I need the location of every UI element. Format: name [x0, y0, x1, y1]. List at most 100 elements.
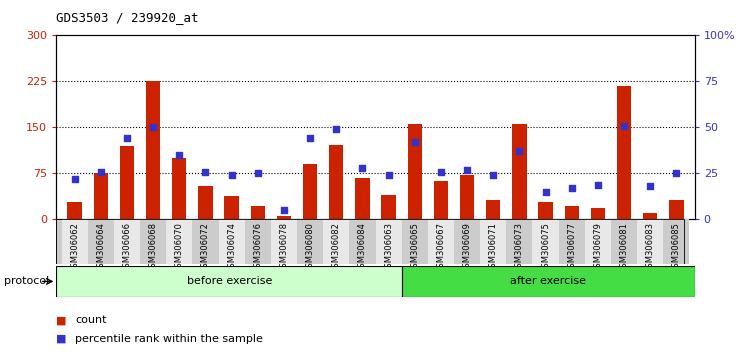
Text: GSM306066: GSM306066 [122, 222, 131, 273]
Bar [303, 164, 317, 219]
Point [514, 149, 526, 154]
Bar [643, 213, 657, 219]
Text: GSM306072: GSM306072 [201, 222, 210, 273]
Text: GSM306071: GSM306071 [489, 222, 498, 273]
Point [147, 125, 159, 130]
Text: GSM306063: GSM306063 [384, 222, 393, 273]
Bar [323, 219, 349, 264]
Bar [663, 219, 689, 264]
Text: GSM306065: GSM306065 [410, 222, 419, 273]
Bar [146, 81, 160, 219]
Bar [251, 206, 265, 219]
Point [644, 183, 656, 189]
Text: GSM306068: GSM306068 [149, 222, 158, 273]
Point [173, 152, 185, 158]
Bar [219, 219, 245, 264]
Point [121, 136, 133, 141]
Text: GSM306081: GSM306081 [620, 222, 629, 273]
Bar [559, 219, 585, 264]
Bar [94, 173, 108, 219]
Point [304, 136, 316, 141]
Bar [68, 202, 82, 219]
Text: GSM306077: GSM306077 [567, 222, 576, 273]
Text: after exercise: after exercise [511, 276, 587, 286]
Bar [486, 200, 500, 219]
Text: protocol: protocol [4, 276, 49, 286]
Bar [140, 219, 166, 264]
Bar [172, 158, 186, 219]
Point [487, 172, 499, 178]
Bar [329, 145, 343, 219]
Bar [565, 206, 579, 219]
Text: GSM306074: GSM306074 [227, 222, 236, 273]
Point [225, 172, 237, 178]
Text: GSM306076: GSM306076 [253, 222, 262, 273]
Bar [532, 219, 559, 264]
Point [68, 176, 80, 182]
Bar [62, 219, 88, 264]
Text: GSM306083: GSM306083 [646, 222, 655, 273]
Bar [56, 266, 402, 297]
Point [409, 139, 421, 145]
Text: ■: ■ [56, 334, 67, 344]
Point [330, 126, 342, 132]
Point [357, 165, 369, 171]
Bar [669, 200, 683, 219]
Point [566, 185, 578, 191]
Bar [382, 195, 396, 219]
Text: GSM306075: GSM306075 [541, 222, 550, 273]
Bar [408, 124, 422, 219]
Text: GDS3503 / 239920_at: GDS3503 / 239920_at [56, 11, 199, 24]
Point [461, 167, 473, 173]
Bar [355, 178, 369, 219]
Text: ■: ■ [56, 315, 67, 325]
Bar [428, 219, 454, 264]
Bar [591, 209, 605, 219]
Bar [88, 219, 114, 264]
Bar [460, 175, 475, 219]
Bar [276, 216, 291, 219]
Point [618, 123, 630, 129]
Bar [480, 219, 506, 264]
Bar [297, 219, 323, 264]
Bar [119, 146, 134, 219]
Point [592, 182, 604, 187]
Text: GSM306062: GSM306062 [70, 222, 79, 273]
Bar [454, 219, 480, 264]
Point [200, 169, 212, 175]
Bar [434, 182, 448, 219]
Bar [506, 219, 532, 264]
Point [95, 169, 107, 175]
Bar [402, 219, 428, 264]
Bar [617, 86, 632, 219]
Text: GSM306070: GSM306070 [175, 222, 184, 273]
Text: GSM306080: GSM306080 [306, 222, 315, 273]
Bar [245, 219, 271, 264]
Point [278, 207, 290, 213]
Text: count: count [75, 315, 107, 325]
Text: GSM306069: GSM306069 [463, 222, 472, 273]
Text: GSM306084: GSM306084 [358, 222, 367, 273]
Bar [538, 202, 553, 219]
Bar [166, 219, 192, 264]
Bar [192, 219, 219, 264]
Text: GSM306064: GSM306064 [96, 222, 105, 273]
Point [671, 171, 683, 176]
Bar [349, 219, 376, 264]
Text: percentile rank within the sample: percentile rank within the sample [75, 334, 263, 344]
Point [252, 171, 264, 176]
Text: GSM306082: GSM306082 [332, 222, 341, 273]
Bar [637, 219, 663, 264]
Bar [225, 196, 239, 219]
Text: GSM306067: GSM306067 [436, 222, 445, 273]
Text: GSM306085: GSM306085 [672, 222, 681, 273]
Bar [271, 219, 297, 264]
Text: before exercise: before exercise [186, 276, 272, 286]
Text: GSM306079: GSM306079 [593, 222, 602, 273]
Point [382, 172, 394, 178]
Text: GSM306073: GSM306073 [515, 222, 524, 273]
Text: GSM306078: GSM306078 [279, 222, 288, 273]
Point [435, 169, 447, 175]
Bar [585, 219, 611, 264]
Bar [376, 219, 402, 264]
